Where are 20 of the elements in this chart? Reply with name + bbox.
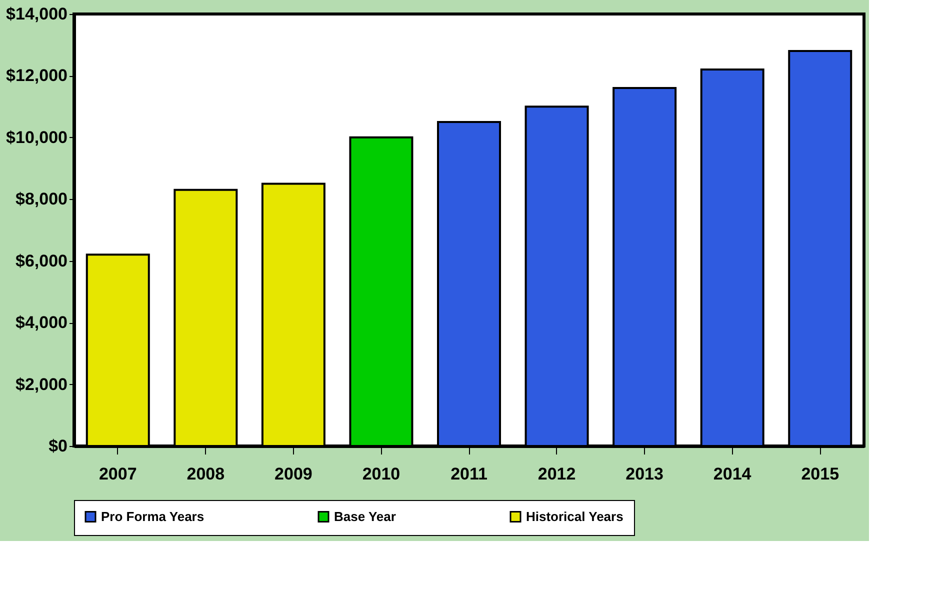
legend-label: Pro Forma Years xyxy=(101,508,204,524)
x-tick-label: 2007 xyxy=(98,464,137,484)
x-tick-label: 2008 xyxy=(186,464,225,484)
legend-label: Base Year xyxy=(334,508,396,524)
x-tick-label: 2011 xyxy=(450,464,488,484)
y-tick-label: $4,000 xyxy=(16,313,68,332)
y-tick-label: $12,000 xyxy=(6,66,68,86)
x-tick-label: 2013 xyxy=(626,464,664,484)
y-tick-label: $8,000 xyxy=(16,190,68,209)
y-tick-label: $14,000 xyxy=(6,4,68,24)
x-tick-label: 2012 xyxy=(538,464,576,484)
y-tick-label: $10,000 xyxy=(6,128,68,147)
x-tick-label: 2014 xyxy=(713,464,752,484)
x-tick-label: 2009 xyxy=(274,464,312,484)
y-tick-label: $6,000 xyxy=(16,251,68,270)
x-tick-label: 2010 xyxy=(362,464,400,484)
y-tick-label: $2,000 xyxy=(16,374,68,394)
y-tick-label: $0 xyxy=(48,436,68,456)
legend-label: Historical Years xyxy=(526,508,624,524)
x-tick-label: 2015 xyxy=(801,464,840,484)
